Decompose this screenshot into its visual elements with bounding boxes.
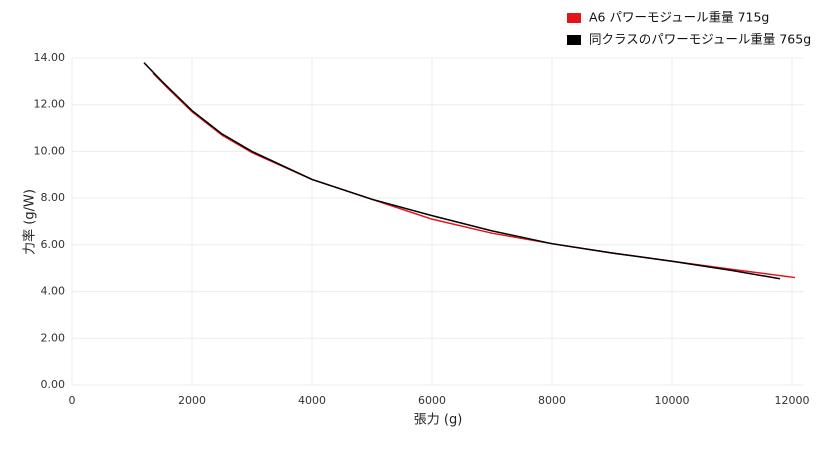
x-axis-title: 張力 (g) [414, 413, 463, 428]
legend-swatch [567, 35, 581, 45]
y-tick-label: 2.00 [41, 331, 66, 344]
line [143, 62, 781, 280]
legend-label: A6 パワーモジュール重量 715g [589, 10, 769, 25]
y-tick-label: 0.00 [41, 378, 66, 391]
x-tick-label: 8000 [538, 394, 566, 407]
y-tick-label: 6.00 [41, 238, 66, 251]
y-axis-title: 力率 (g/W) [22, 189, 38, 255]
x-tick-label: 6000 [418, 394, 446, 407]
legend-swatch [567, 13, 581, 23]
y-tick-label: 10.00 [34, 144, 66, 157]
y-tick-label: 14.00 [34, 51, 66, 64]
x-tick-label: 2000 [178, 394, 206, 407]
x-tick-label: 4000 [298, 394, 326, 407]
y-tick-label: 4.00 [41, 285, 66, 298]
x-tick-label: 0 [69, 394, 76, 407]
x-tick-label: 12000 [775, 394, 810, 407]
y-tick-label: 12.00 [34, 98, 66, 111]
x-tick-label: 10000 [655, 394, 690, 407]
line [152, 72, 796, 279]
legend-label: 同クラスのパワーモジュール重量 765g [589, 32, 811, 47]
y-tick-label: 8.00 [41, 191, 66, 204]
